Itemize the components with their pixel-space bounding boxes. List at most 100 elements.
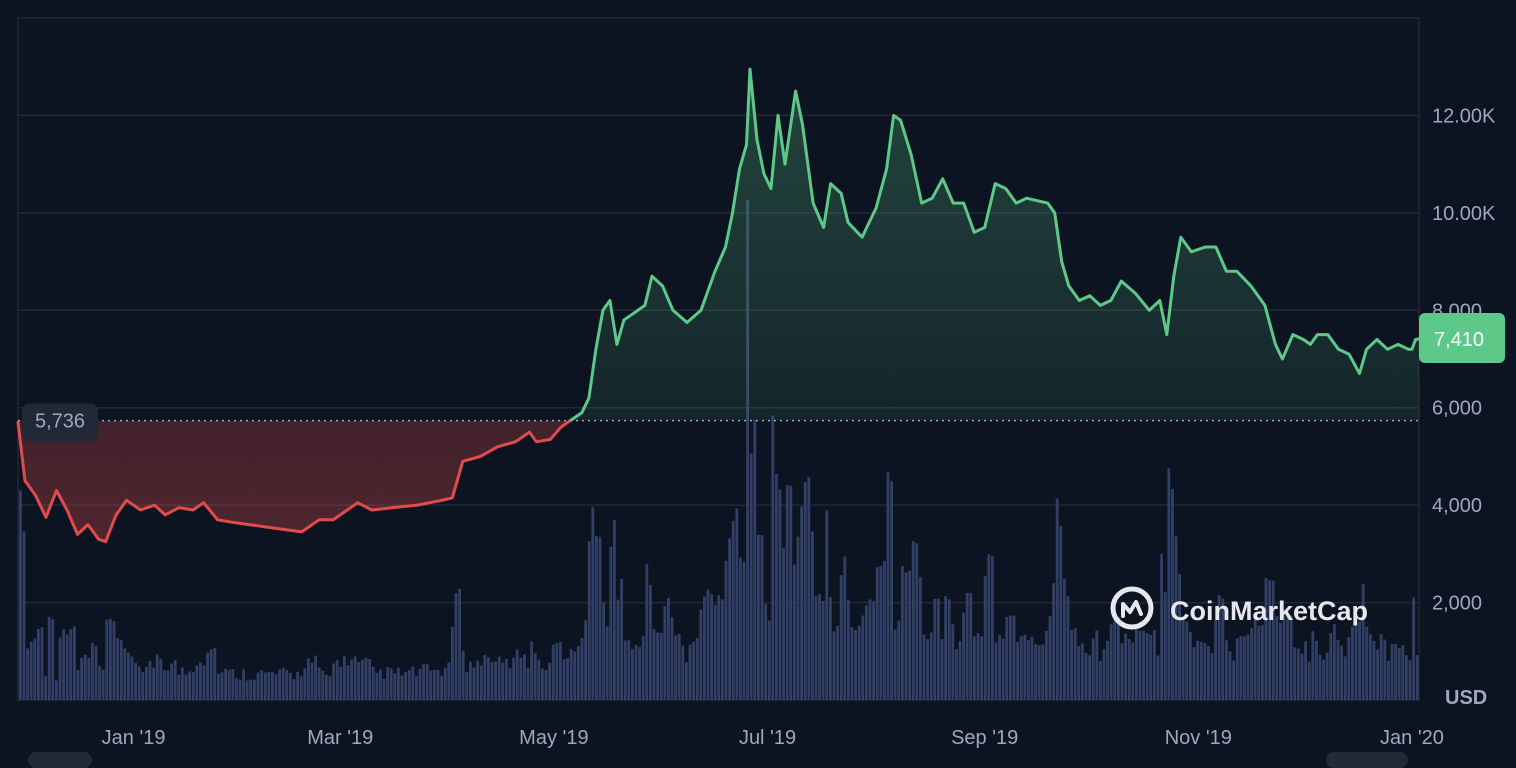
volume-bar bbox=[44, 676, 47, 700]
volume-bar bbox=[1145, 633, 1149, 700]
volume-bar bbox=[379, 669, 382, 700]
volume-bar bbox=[173, 660, 177, 700]
volume-bar bbox=[490, 662, 494, 700]
volume-bar bbox=[1070, 629, 1073, 700]
x-tick-label: Jan '20 bbox=[1380, 727, 1444, 749]
volume-bar bbox=[1394, 643, 1397, 700]
volume-bar bbox=[1376, 649, 1379, 700]
x-tick-label: Nov '19 bbox=[1165, 727, 1232, 749]
volume-bar bbox=[1351, 626, 1354, 700]
volume-bar bbox=[1318, 654, 1322, 700]
volume-bar bbox=[958, 640, 962, 700]
volume-bar bbox=[613, 520, 616, 700]
volume-bar bbox=[573, 651, 577, 700]
volume-bar bbox=[1369, 634, 1372, 700]
volume-bar bbox=[307, 658, 310, 700]
volume-bar bbox=[29, 641, 33, 700]
volume-bar bbox=[965, 592, 969, 700]
volume-bar bbox=[901, 565, 904, 700]
volume-bar bbox=[371, 666, 375, 700]
x-tick-label: Mar '19 bbox=[307, 727, 373, 749]
volume-bar bbox=[530, 641, 533, 700]
volume-bar bbox=[976, 633, 980, 700]
volume-bar bbox=[922, 634, 926, 700]
volume-bar bbox=[1358, 621, 1361, 700]
volume-bar bbox=[263, 672, 267, 700]
volume-bar bbox=[807, 477, 811, 700]
volume-bar bbox=[951, 624, 955, 700]
volume-bar bbox=[994, 642, 998, 700]
volume-bar bbox=[1181, 617, 1185, 700]
volume-bar bbox=[947, 599, 951, 700]
volume-bar bbox=[919, 577, 922, 700]
baseline-price-label: 5,736 bbox=[22, 403, 98, 442]
volume-bar bbox=[1149, 634, 1153, 700]
volume-bar bbox=[793, 564, 796, 700]
volume-bar bbox=[577, 646, 580, 700]
volume-bar bbox=[19, 490, 22, 700]
range-handle-left[interactable] bbox=[28, 752, 92, 768]
volume-bar bbox=[584, 620, 587, 700]
volume-bar bbox=[609, 546, 613, 700]
volume-bar bbox=[278, 669, 281, 700]
volume-bar bbox=[425, 664, 429, 700]
volume-bar bbox=[940, 639, 944, 700]
volume-bar bbox=[119, 640, 123, 700]
volume-bar bbox=[1045, 630, 1048, 700]
volume-bar bbox=[814, 596, 818, 700]
volume-bar bbox=[1383, 639, 1387, 700]
volume-bar bbox=[1207, 646, 1210, 700]
volume-bar bbox=[461, 650, 465, 700]
volume-bar bbox=[893, 629, 897, 700]
volume-bar bbox=[1261, 625, 1264, 700]
watermark-text: CoinMarketCap bbox=[1170, 596, 1368, 626]
volume-bar bbox=[1228, 651, 1232, 700]
volume-bar bbox=[1253, 619, 1257, 700]
volume-bar bbox=[1405, 655, 1408, 700]
volume-bar bbox=[872, 601, 875, 700]
volume-bar bbox=[1271, 580, 1275, 700]
volume-bar bbox=[451, 626, 454, 700]
volume-bar bbox=[1361, 583, 1365, 700]
volume-bar bbox=[389, 668, 393, 700]
volume-bar bbox=[559, 641, 562, 700]
volume-bar bbox=[472, 667, 476, 700]
volume-bar bbox=[1077, 646, 1081, 700]
range-handle-right[interactable] bbox=[1326, 752, 1408, 768]
volume-bar bbox=[483, 654, 487, 700]
volume-bar bbox=[1160, 553, 1163, 700]
volume-bar bbox=[177, 674, 181, 700]
volume-bar bbox=[458, 588, 461, 700]
volume-bar bbox=[404, 672, 407, 700]
volume-bar bbox=[850, 627, 854, 700]
volume-bar bbox=[1336, 639, 1340, 700]
volume-bar bbox=[1041, 644, 1045, 700]
volume-bar bbox=[1037, 645, 1041, 700]
volume-bar bbox=[137, 666, 141, 700]
volume-bar bbox=[314, 655, 317, 700]
volume-bar bbox=[515, 649, 519, 700]
volume-bar bbox=[112, 621, 116, 700]
y-tick-label: 10.00K bbox=[1432, 203, 1496, 225]
volume-bar bbox=[231, 669, 235, 700]
volume-bar bbox=[73, 626, 76, 700]
volume-bar bbox=[260, 670, 263, 700]
volume-bar bbox=[1390, 643, 1394, 700]
volume-bar bbox=[350, 659, 353, 700]
volume-bar bbox=[1397, 648, 1401, 700]
volume-bar bbox=[1156, 655, 1160, 700]
volume-bar bbox=[1293, 647, 1297, 700]
volume-bar bbox=[357, 662, 361, 700]
volume-bar bbox=[692, 641, 695, 700]
volume-bar bbox=[735, 508, 739, 700]
volume-bar bbox=[667, 598, 670, 700]
volume-bar bbox=[310, 662, 314, 700]
volume-bar bbox=[566, 658, 569, 700]
volume-bar bbox=[321, 670, 325, 700]
volume-bar bbox=[904, 572, 908, 700]
volume-bar bbox=[526, 667, 530, 700]
volume-bar bbox=[37, 628, 40, 700]
volume-bar bbox=[303, 668, 307, 700]
